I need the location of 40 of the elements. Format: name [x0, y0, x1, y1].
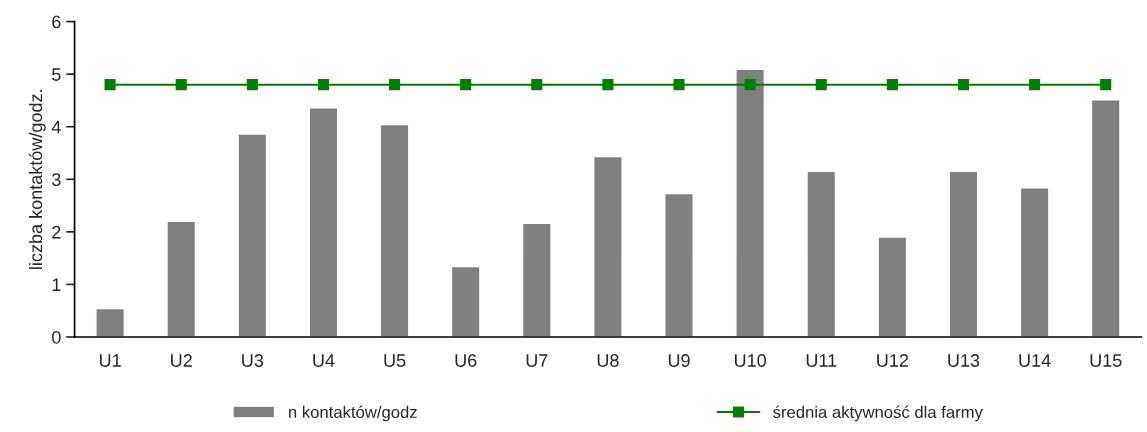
bar: [877, 236, 908, 337]
bar: [948, 170, 979, 337]
y-tick-label: 0: [52, 330, 61, 344]
bar: [664, 192, 694, 337]
bar: [237, 133, 268, 337]
x-tick-label: U3: [242, 354, 264, 367]
x-tick-label: U14: [1019, 354, 1051, 367]
bar: [379, 123, 410, 337]
y-tick-label: 1: [52, 278, 61, 291]
x-tick-label: U10: [734, 354, 766, 367]
y-axis-title: liczba kontaktów/godz.: [28, 90, 46, 269]
bar: [592, 155, 623, 337]
bar: [521, 222, 552, 337]
legend-label: n kontaktów/godz: [289, 405, 417, 422]
y-tick-label: 2: [52, 225, 61, 239]
x-tick-label: U7: [526, 354, 548, 367]
bar: [1019, 186, 1050, 337]
x-tick-label: U2: [171, 354, 192, 367]
y-tick-label: 5: [52, 68, 61, 81]
bar: [450, 265, 481, 337]
x-tick-label: U9: [668, 354, 690, 367]
x-tick-label: U15: [1090, 354, 1122, 367]
x-tick-label: U4: [313, 354, 335, 367]
x-tick-label: U1: [99, 354, 121, 367]
x-tick-label: U5: [384, 354, 406, 367]
y-tick-label: 4: [51, 120, 61, 134]
bar: [308, 107, 339, 337]
y-tick-label: 6: [52, 15, 61, 29]
x-tick-label: U13: [948, 354, 980, 367]
bar: [166, 220, 197, 337]
bar: [806, 170, 837, 337]
bar: [735, 68, 766, 337]
y-tick-label: 3: [52, 173, 61, 186]
x-tick-label: U12: [877, 354, 909, 367]
bar: [95, 307, 126, 337]
x-tick-label: U8: [597, 354, 619, 367]
legend-label: średnia aktywność dla farmy: [773, 405, 983, 422]
bar: [1090, 99, 1121, 337]
x-tick-label: U6: [455, 354, 477, 367]
x-tick-label: U11: [806, 354, 837, 367]
